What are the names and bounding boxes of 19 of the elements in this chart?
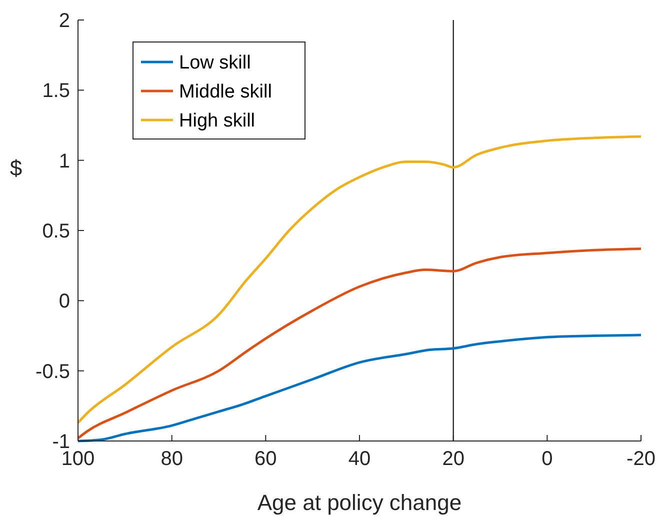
y-tick-label: 1.5	[42, 80, 70, 102]
legend-label: Low skill	[179, 52, 251, 74]
y-tick-label: 0	[58, 290, 70, 313]
y-tick-label: 1	[58, 150, 70, 172]
x-axis-title: Age at policy change	[257, 490, 462, 515]
y-tick-label: 2	[58, 10, 70, 32]
x-tick-label: 20	[442, 448, 464, 470]
x-tick-label: 60	[254, 448, 277, 470]
x-tick-label: 100	[61, 448, 95, 470]
legend-label: High skill	[179, 110, 256, 132]
x-tick-label: 40	[348, 448, 371, 470]
y-axis-title: $	[10, 156, 22, 180]
x-tick-label: 0	[542, 448, 553, 470]
x-tick-label: 80	[160, 448, 183, 470]
line-series	[76, 135, 642, 424]
x-tick-label: -20	[626, 448, 656, 470]
y-tick-label: 0.5	[42, 220, 70, 242]
legend-label: Middle skill	[179, 82, 272, 103]
y-tick-label: -0.5	[36, 360, 70, 383]
